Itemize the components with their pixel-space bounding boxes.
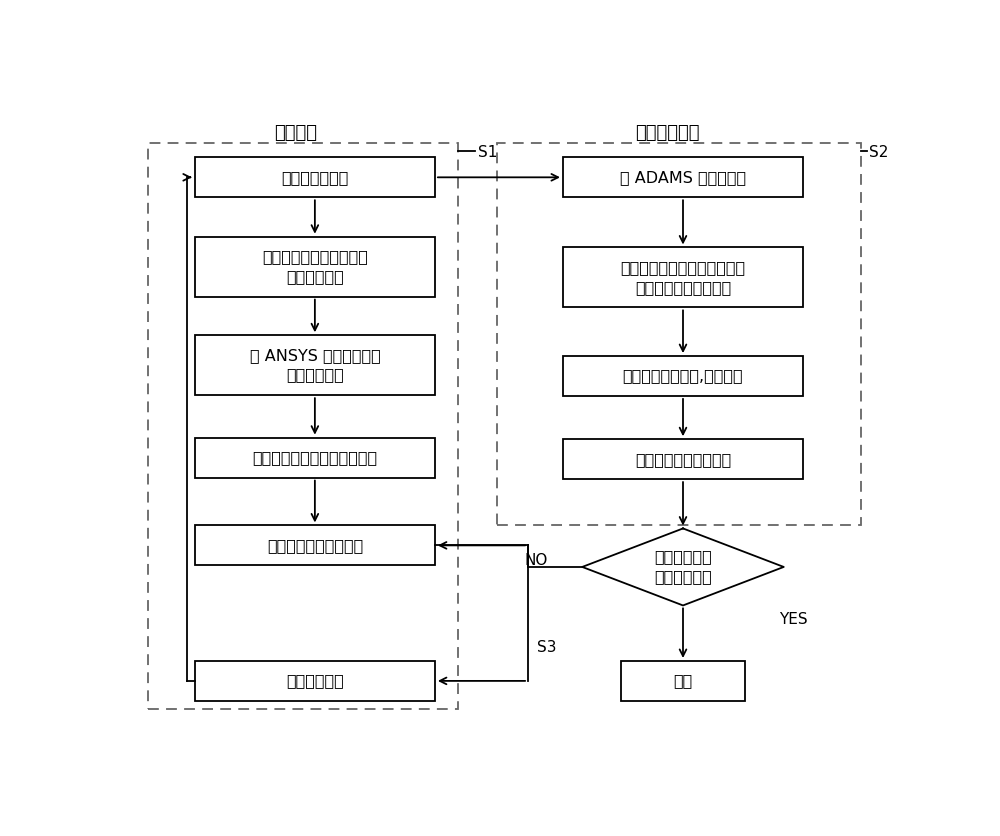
Text: 结构优化: 结构优化 [274,125,317,142]
Bar [148,144,458,710]
Bar [563,439,803,479]
Text: 定义收敛条件，实施结构优化: 定义收敛条件，实施结构优化 [252,450,377,465]
Text: 利用给定轨迹与负载进行动态
模拟获得关节所需力矩: 利用给定轨迹与负载进行动态 模拟获得关节所需力矩 [620,260,746,295]
Bar [563,356,803,396]
Text: 优化结果是否
在允许范围内: 优化结果是否 在允许范围内 [654,549,712,584]
Text: 更新初始参数: 更新初始参数 [286,674,344,688]
Text: 终止: 终止 [673,674,693,688]
Text: 机械臂初始参数: 机械臂初始参数 [281,170,349,185]
Text: 获得驱动系统质量,进行选型: 获得驱动系统质量,进行选型 [623,369,743,384]
Text: S3: S3 [537,640,557,655]
Text: 更新目标函数与自变量: 更新目标函数与自变量 [267,538,363,553]
Bar [497,144,861,525]
Text: 在 ANSYS 中模拟边界条
件与附加载荷: 在 ANSYS 中模拟边界条 件与附加载荷 [250,348,380,383]
Text: S2: S2 [869,145,888,161]
Bar [195,335,435,395]
Text: 在有限元中定义优化目标
函数、自变量: 在有限元中定义优化目标 函数、自变量 [262,249,368,284]
Polygon shape [582,528,784,605]
Bar [563,247,803,308]
Text: 更新目标函数与自变量: 更新目标函数与自变量 [635,451,731,466]
Bar [195,437,435,477]
Text: NO: NO [524,553,547,568]
Text: YES: YES [779,612,807,627]
Bar [621,661,745,701]
Text: 驱动系统设计: 驱动系统设计 [635,125,700,142]
Bar [195,237,435,297]
Bar [195,661,435,701]
Text: S1: S1 [478,145,497,161]
Bar [563,157,803,197]
Bar [195,157,435,197]
Text: 在 ADAMS 中动态仿真: 在 ADAMS 中动态仿真 [620,170,746,185]
Bar [195,525,435,565]
